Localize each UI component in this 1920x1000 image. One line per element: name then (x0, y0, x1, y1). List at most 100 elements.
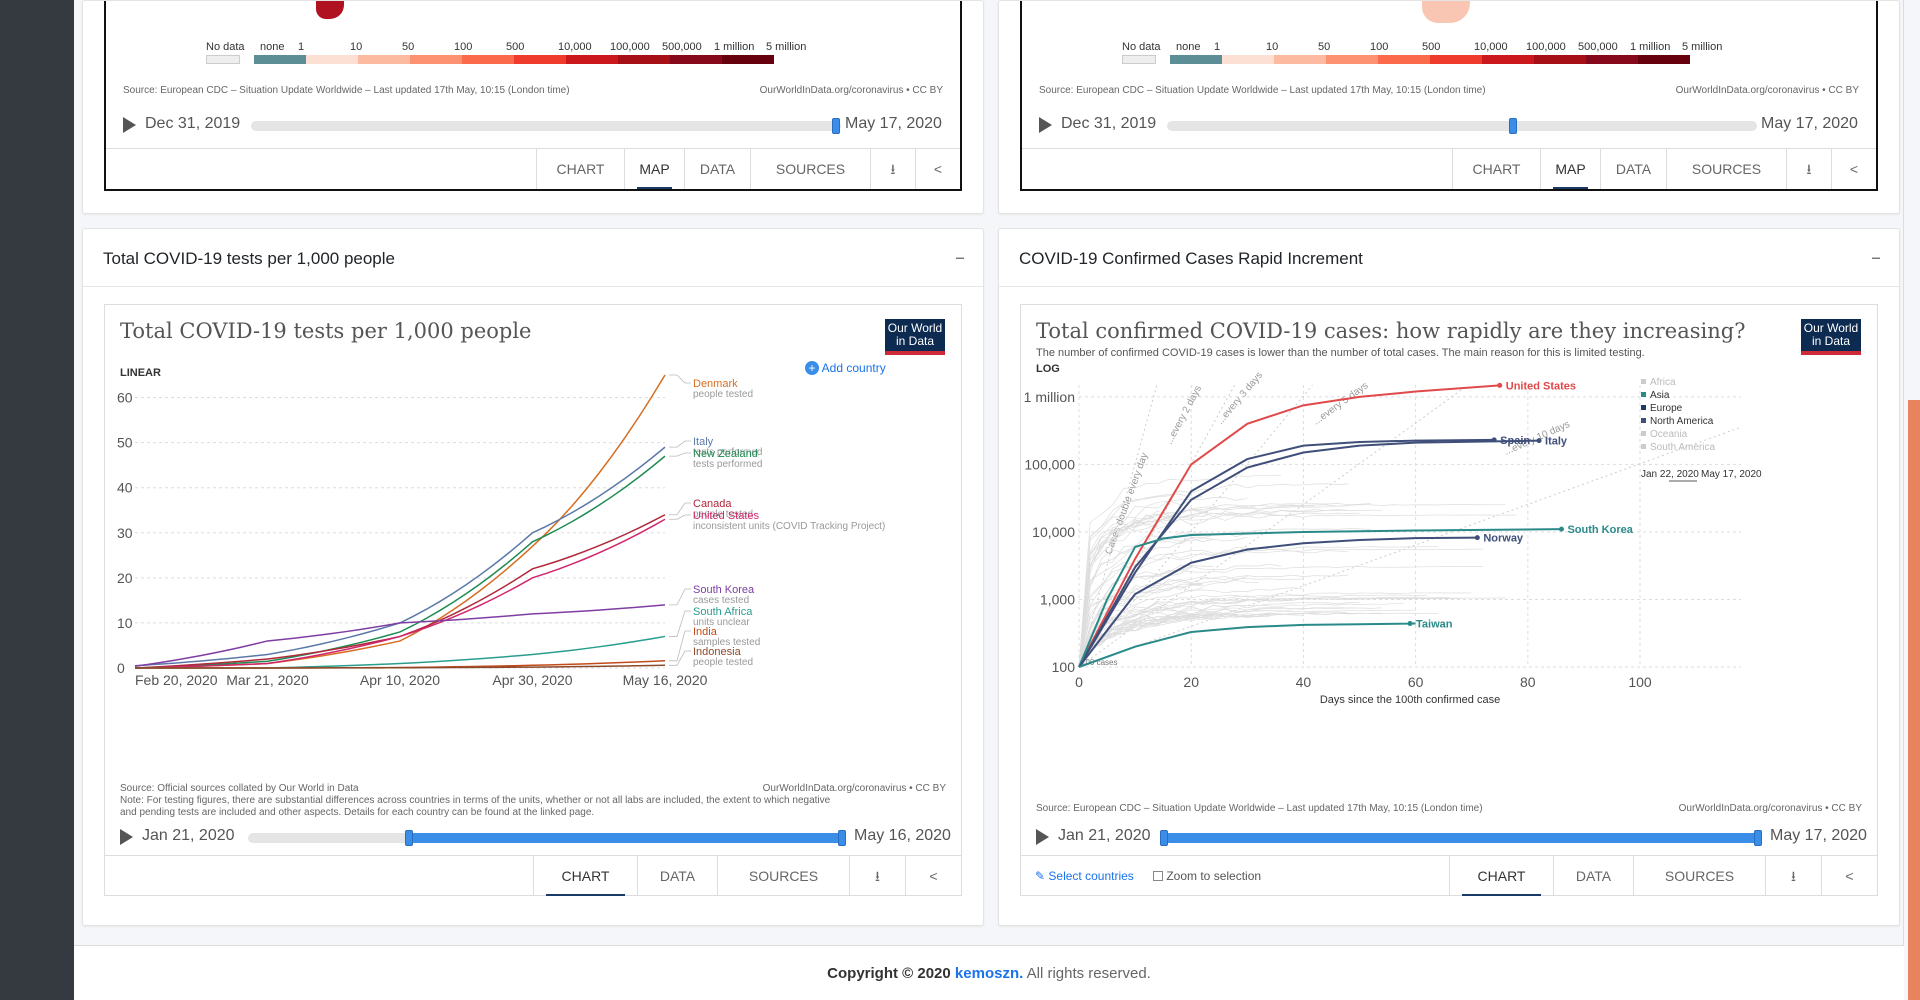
tab-data[interactable]: DATA (684, 149, 750, 189)
tab-chart[interactable]: CHART (1449, 856, 1553, 896)
legend-swatch[interactable] (358, 55, 410, 64)
series-label[interactable]: New Zealand (693, 448, 758, 460)
legend-swatch[interactable] (1641, 405, 1646, 410)
play-icon[interactable] (123, 117, 136, 133)
tab-data[interactable]: DATA (1600, 149, 1666, 189)
series-line-united-states[interactable] (134, 518, 666, 669)
legend-swatch[interactable] (410, 55, 462, 64)
series-line-denmark[interactable] (134, 374, 666, 669)
legend-swatch[interactable] (722, 55, 774, 64)
series-label[interactable]: Indonesia (693, 646, 742, 658)
series-label[interactable]: Italy (693, 436, 714, 448)
zoom-toggle[interactable]: Zoom to selection (1153, 869, 1261, 883)
legend-region-label[interactable]: Oceania (1650, 429, 1688, 440)
series-line-italy[interactable] (134, 446, 666, 667)
series-line-italy[interactable] (1078, 439, 1540, 668)
legend-swatch[interactable] (1641, 379, 1646, 384)
legend-swatch[interactable] (1586, 55, 1638, 64)
legend-region-label[interactable]: Asia (1650, 390, 1670, 401)
timeline-range[interactable] (1164, 833, 1760, 843)
tab-map[interactable]: MAP (1540, 149, 1600, 189)
timeline-handle[interactable] (832, 118, 840, 134)
tab-chart[interactable]: CHART (536, 149, 624, 189)
brand-link[interactable]: kemoszn. (954, 965, 1024, 982)
timeline-track[interactable] (251, 121, 841, 131)
legend-region-label[interactable]: North America (1650, 416, 1714, 427)
legend-swatch[interactable] (306, 55, 358, 64)
series-line-indonesia[interactable] (135, 664, 666, 669)
download-button[interactable]: ⭳ (870, 149, 915, 189)
timeline-range[interactable] (409, 833, 844, 843)
share-button[interactable]: < (905, 856, 961, 896)
share-button[interactable]: < (1821, 856, 1877, 896)
minimize-icon[interactable]: – (1871, 245, 1881, 269)
share-button[interactable]: < (1831, 149, 1876, 189)
add-country-button[interactable]: + Add country (805, 361, 886, 375)
play-icon[interactable] (1036, 829, 1049, 845)
legend-swatch[interactable] (514, 55, 566, 64)
tab-chart[interactable]: CHART (533, 856, 637, 896)
series-label[interactable]: South Korea (1567, 524, 1633, 536)
scale-toggle[interactable]: LOG (1036, 363, 1060, 375)
map-credit[interactable]: OurWorldInData.org/coronavirus • CC BY (1675, 85, 1859, 96)
tab-sources[interactable]: SOURCES (1666, 149, 1786, 189)
share-button[interactable]: < (915, 149, 960, 189)
series-label[interactable]: United States (1506, 380, 1576, 392)
play-icon[interactable] (120, 829, 133, 845)
series-label[interactable]: Denmark (693, 378, 738, 390)
legend-swatch[interactable] (1641, 392, 1646, 397)
series-label[interactable]: India (693, 626, 718, 638)
scale-toggle[interactable]: LINEAR (120, 367, 161, 379)
chart-timeline[interactable]: Jan 21, 2020 May 16, 2020 (120, 823, 951, 853)
legend-swatch[interactable] (1378, 55, 1430, 64)
tab-chart[interactable]: CHART (1452, 149, 1540, 189)
series-line-south-korea[interactable] (134, 604, 666, 667)
legend-region-label[interactable]: Africa (1650, 377, 1676, 388)
legend-region-label[interactable]: South America (1650, 442, 1715, 453)
chart-credit[interactable]: OurWorldInData.org/coronavirus • CC BY (762, 783, 946, 794)
series-line-taiwan[interactable] (1078, 622, 1416, 668)
chart-timeline[interactable]: Jan 21, 2020 May 17, 2020 (1036, 823, 1867, 853)
series-label[interactable]: Canada (693, 498, 732, 510)
timeline-start-handle[interactable] (405, 830, 413, 846)
map-timeline[interactable]: Dec 31, 2019 May 17, 2020 (123, 111, 943, 141)
series-label[interactable]: Italy (1545, 436, 1568, 448)
legend-swatch[interactable] (1274, 55, 1326, 64)
series-label[interactable]: Taiwan (1416, 619, 1453, 631)
tab-map[interactable]: MAP (624, 149, 684, 189)
series-line-norway[interactable] (1078, 536, 1478, 668)
owid-logo[interactable]: Our World in Data (885, 319, 945, 355)
owid-logo[interactable]: Our World in Data (1801, 319, 1861, 355)
tab-data[interactable]: DATA (1553, 856, 1633, 896)
series-line-new-zealand[interactable] (134, 455, 666, 669)
legend-swatch[interactable] (1170, 55, 1222, 64)
legend-swatch[interactable] (462, 55, 514, 64)
legend-swatch[interactable] (1326, 55, 1378, 64)
map-timeline[interactable]: Dec 31, 2019 May 17, 2020 (1039, 111, 1859, 141)
series-line-spain[interactable] (1078, 438, 1495, 668)
tab-sources[interactable]: SOURCES (717, 856, 849, 896)
legend-swatch[interactable] (1641, 431, 1646, 436)
legend-swatch[interactable] (1222, 55, 1274, 64)
legend-swatch[interactable] (566, 55, 618, 64)
tab-sources[interactable]: SOURCES (750, 149, 870, 189)
download-button[interactable]: ⭳ (1765, 856, 1821, 896)
series-line-south-korea[interactable] (1078, 528, 1562, 668)
timeline-track[interactable] (1167, 121, 1757, 131)
legend-swatch[interactable] (1641, 418, 1646, 423)
checkbox-icon[interactable] (1153, 871, 1163, 881)
minimize-icon[interactable]: – (955, 245, 965, 269)
chart-credit[interactable]: OurWorldInData.org/coronavirus • CC BY (1678, 803, 1862, 814)
play-icon[interactable] (1039, 117, 1052, 133)
timeline-end-handle[interactable] (1754, 830, 1762, 846)
legend-region-label[interactable]: Europe (1650, 403, 1683, 414)
series-label[interactable]: Norway (1483, 533, 1524, 545)
timeline-start-handle[interactable] (1160, 830, 1168, 846)
legend-swatch[interactable] (670, 55, 722, 64)
legend-swatch[interactable] (1482, 55, 1534, 64)
series-line-canada[interactable] (134, 514, 666, 669)
timeline-handle[interactable] (1509, 118, 1517, 134)
map-credit[interactable]: OurWorldInData.org/coronavirus • CC BY (759, 85, 943, 96)
tab-sources[interactable]: SOURCES (1633, 856, 1765, 896)
scrollbar-thumb[interactable] (1908, 400, 1920, 1000)
